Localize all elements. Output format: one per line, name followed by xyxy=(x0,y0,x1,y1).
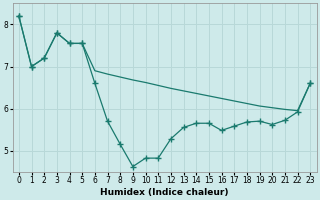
X-axis label: Humidex (Indice chaleur): Humidex (Indice chaleur) xyxy=(100,188,229,197)
